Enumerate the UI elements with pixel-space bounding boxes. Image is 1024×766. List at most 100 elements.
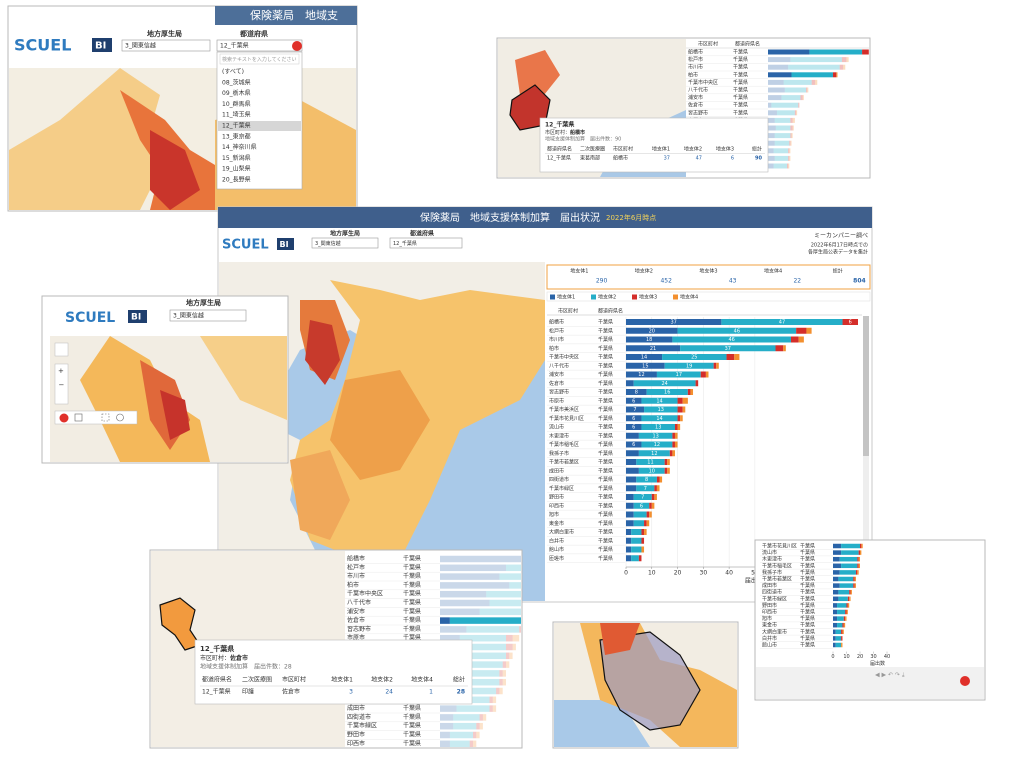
row-label: 千葉県 xyxy=(800,642,815,649)
bar-segment xyxy=(839,583,854,588)
row-label: 旭市 xyxy=(549,511,559,518)
row-label: 千葉県 xyxy=(800,543,815,550)
tool-icon[interactable] xyxy=(74,413,83,422)
option[interactable]: 10_群馬県 xyxy=(222,100,251,108)
map-region xyxy=(515,50,560,100)
x-tick-label: 0 xyxy=(624,570,628,577)
bar-segment xyxy=(775,345,784,352)
row-label: 千葉県 xyxy=(403,590,421,598)
dropdown[interactable] xyxy=(311,237,379,249)
tool-icon[interactable] xyxy=(116,413,124,422)
bar-segment xyxy=(626,319,722,325)
option[interactable]: 12_千葉県 xyxy=(222,122,251,130)
option[interactable]: 11_埼玉県 xyxy=(222,111,251,119)
bar-segment xyxy=(768,140,775,146)
row-label: 千葉県 xyxy=(598,555,613,562)
dropdown[interactable] xyxy=(121,39,211,52)
bar-segment xyxy=(482,714,487,721)
note: 各厚生局公表データを集計 xyxy=(808,249,868,256)
row-label: 千葉県 xyxy=(403,722,421,730)
bar-value-label: 16 xyxy=(664,390,670,396)
tooltip-cell: 12_千葉県 xyxy=(547,155,571,162)
tooltip xyxy=(194,639,473,705)
option-selected xyxy=(218,121,301,131)
tooltip-header: 二次医療圏 xyxy=(580,146,605,153)
row-label: 市川市 xyxy=(688,64,703,71)
bar-value-label: 6 xyxy=(632,416,635,422)
bar-segment xyxy=(633,380,696,387)
bar-segment xyxy=(626,415,642,422)
x-axis-label: 届出数 xyxy=(870,660,885,667)
option[interactable]: 14_神奈川県 xyxy=(222,143,257,151)
dropdown-value: 3_関東信越 xyxy=(125,42,156,50)
row-label: 千葉県 xyxy=(598,371,613,378)
bar-segment xyxy=(644,529,647,535)
row-label: 千葉市緑区 xyxy=(549,485,574,492)
tooltip-city-value: 船橋市 xyxy=(570,129,585,136)
option[interactable]: 08_茨城県 xyxy=(222,78,251,86)
bar-segment xyxy=(463,643,506,651)
bar-segment xyxy=(489,705,493,712)
option[interactable]: 19_山梨県 xyxy=(222,165,251,173)
map-region xyxy=(330,370,430,480)
bar-segment xyxy=(440,731,450,739)
bar-segment xyxy=(833,556,840,562)
option[interactable]: 13_東京都 xyxy=(222,132,251,140)
bar-segment xyxy=(672,450,675,457)
row-label: 千葉県 xyxy=(733,71,748,78)
dropdown-list xyxy=(216,51,303,190)
tool-icon[interactable] xyxy=(101,413,110,422)
row-label: 千葉県 xyxy=(800,576,815,583)
row-label: 千葉県 xyxy=(598,362,613,369)
bar-segment xyxy=(858,550,860,555)
option[interactable]: 20_長野県 xyxy=(222,176,251,184)
legend-label: 地支体1 xyxy=(557,294,575,301)
zoom-search[interactable] xyxy=(54,342,69,357)
tooltip-title: 12_千葉県 xyxy=(200,644,234,653)
bar-segment xyxy=(626,485,637,492)
bar-segment xyxy=(858,556,860,562)
bar-segment xyxy=(833,543,842,549)
bar-segment xyxy=(636,485,655,492)
dropdown[interactable] xyxy=(169,309,247,322)
option[interactable]: (すべて) xyxy=(222,69,244,76)
tooltip-header: 地支体3 xyxy=(716,146,734,153)
bar-segment xyxy=(641,441,673,448)
bar-value-label: 12 xyxy=(654,442,660,448)
bar-segment xyxy=(502,661,506,668)
option-list: (すべて) 08_茨城県 09_栃木県 10_群馬県 11_埼玉県 12_千葉県 13_東京… xyxy=(218,69,301,184)
row-label: 千葉県 xyxy=(598,441,613,448)
bar-segment xyxy=(674,441,678,448)
bar-segment xyxy=(633,520,645,527)
tooltip-header: 地支体1 xyxy=(652,146,670,153)
bar-segment xyxy=(716,362,719,369)
search-box[interactable] xyxy=(219,53,300,65)
bar-segment xyxy=(646,389,688,395)
zoom-controls[interactable] xyxy=(54,363,69,405)
x-tick-label: 20 xyxy=(857,654,863,660)
scrollbar-thumb[interactable] xyxy=(863,316,869,456)
dropdown[interactable] xyxy=(389,237,463,249)
toolbar-icons[interactable]: ◀ ▶ ↶ ↷ ⤓ xyxy=(875,672,905,679)
bar-segment xyxy=(638,467,665,474)
bar-value-label: 20 xyxy=(649,328,655,334)
logo-badge-bg xyxy=(277,238,294,250)
bar-segment xyxy=(669,450,673,457)
row-label: 松戸市 xyxy=(549,327,564,334)
bar-segment xyxy=(519,626,521,633)
bar-segment xyxy=(626,441,642,448)
x-tick-label: 10 xyxy=(648,570,656,577)
bar-segment xyxy=(768,87,785,93)
option[interactable]: 15_新潟県 xyxy=(222,154,251,162)
bar-segment xyxy=(626,354,663,360)
bar-segment xyxy=(841,550,859,555)
row-label: 松戸市 xyxy=(347,563,365,571)
bar-segment xyxy=(449,740,470,747)
bar-segment xyxy=(841,642,843,648)
tooltip-header: 地支体2 xyxy=(371,676,393,684)
option[interactable]: 09_栃木県 xyxy=(222,89,251,97)
bar-value-label: 37 xyxy=(671,320,677,326)
dropdown[interactable] xyxy=(216,39,303,52)
